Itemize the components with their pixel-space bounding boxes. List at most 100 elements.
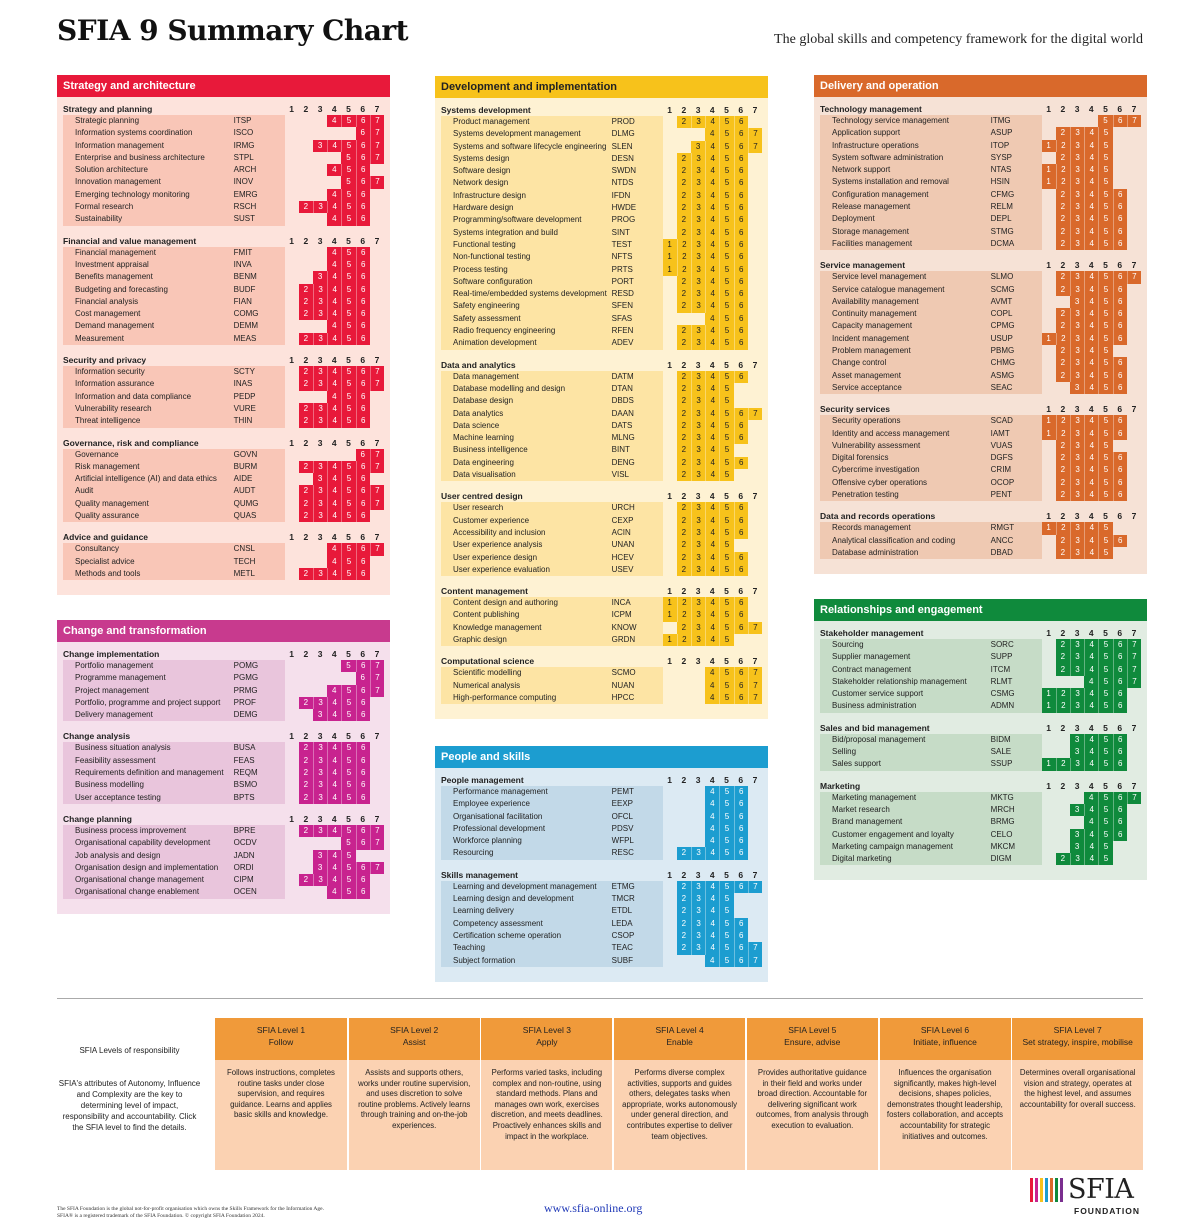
level-cell-5[interactable]: 5 bbox=[341, 767, 356, 780]
level-cell-5[interactable]: 5 bbox=[1098, 225, 1113, 238]
level-cell-3[interactable]: 3 bbox=[312, 402, 328, 416]
level-card-header[interactable]: SFIA Level 2 Assist bbox=[348, 1018, 480, 1060]
level-cell-4[interactable]: 4 bbox=[327, 684, 342, 697]
level-cell-5[interactable]: 5 bbox=[719, 456, 734, 470]
level-cell-5[interactable]: 5 bbox=[1098, 271, 1113, 284]
level-cell-4[interactable]: 4 bbox=[327, 332, 342, 346]
level-cell-4[interactable]: 4 bbox=[327, 742, 342, 755]
level-cell-7[interactable]: 7 bbox=[1126, 663, 1141, 676]
skill-row-vuas[interactable]: Vulnerability assessment VUAS 2 3 4 5 bbox=[820, 439, 1141, 453]
level-cell-2[interactable]: 2 bbox=[676, 214, 691, 227]
level-cell-2[interactable]: 2 bbox=[676, 621, 691, 634]
skill-row-govn[interactable]: Governance GOVN 6 7 bbox=[63, 448, 385, 461]
level-cell-6[interactable]: 6 bbox=[355, 415, 370, 428]
level-cell-6[interactable]: 6 bbox=[1112, 188, 1127, 202]
skill-row-swdn[interactable]: Software design SWDN 2 3 4 5 6 bbox=[441, 165, 762, 178]
level-cell-4[interactable]: 4 bbox=[705, 202, 720, 215]
level-cell-4[interactable]: 4 bbox=[1084, 188, 1099, 202]
level-cell-3[interactable]: 3 bbox=[1069, 369, 1085, 382]
level-cell-4[interactable]: 4 bbox=[1084, 639, 1099, 652]
skill-row-mktg[interactable]: Marketing management MKTG 4 5 6 7 bbox=[820, 791, 1142, 804]
level-cell-3[interactable]: 3 bbox=[690, 337, 706, 350]
level-cell-5[interactable]: 5 bbox=[1098, 139, 1113, 152]
level-cell-2[interactable]: 2 bbox=[1055, 139, 1070, 152]
level-cell-7[interactable]: 7 bbox=[369, 824, 384, 838]
skill-row-avmt[interactable]: Availability management AVMT 3 4 5 6 bbox=[820, 295, 1141, 309]
level-cell-1[interactable]: 1 bbox=[1041, 332, 1056, 346]
level-cell-2[interactable]: 2 bbox=[676, 942, 691, 955]
level-cell-2[interactable]: 2 bbox=[1055, 452, 1070, 465]
level-cell-5[interactable]: 5 bbox=[719, 621, 734, 634]
level-cell-4[interactable]: 4 bbox=[1084, 476, 1099, 490]
level-cell-4[interactable]: 4 bbox=[1084, 439, 1099, 453]
level-cell-4[interactable]: 4 bbox=[1084, 295, 1099, 309]
level-cell-5[interactable]: 5 bbox=[1098, 151, 1113, 165]
level-cell-5[interactable]: 5 bbox=[719, 300, 734, 313]
level-cell-5[interactable]: 5 bbox=[341, 779, 356, 792]
level-cell-5[interactable]: 5 bbox=[719, 667, 734, 680]
level-cell-4[interactable]: 4 bbox=[327, 567, 342, 581]
level-cell-3[interactable]: 3 bbox=[312, 460, 328, 474]
level-card-5[interactable]: SFIA Level 5 Ensure, advise Provides autho… bbox=[745, 1018, 878, 1170]
level-cell-6[interactable]: 6 bbox=[1112, 675, 1127, 689]
level-cell-4[interactable]: 4 bbox=[1084, 201, 1099, 214]
level-cell-4[interactable]: 4 bbox=[1084, 127, 1099, 140]
skill-row-dbad[interactable]: Database administration DBAD 2 3 4 5 bbox=[820, 546, 1141, 560]
level-cell-5[interactable]: 5 bbox=[719, 691, 734, 705]
level-cell-5[interactable]: 5 bbox=[1098, 320, 1113, 333]
skill-row-ancc[interactable]: Analytical classification and coding ANCC… bbox=[820, 534, 1141, 547]
level-cell-3[interactable]: 3 bbox=[690, 917, 706, 930]
level-cell-3[interactable]: 3 bbox=[312, 742, 328, 755]
skill-row-resd[interactable]: Real-time/embedded systems development RE… bbox=[441, 288, 762, 301]
level-cell-4[interactable]: 4 bbox=[327, 543, 342, 556]
level-cell-5[interactable]: 5 bbox=[341, 115, 356, 128]
level-cell-6[interactable]: 6 bbox=[355, 742, 370, 755]
level-cell-3[interactable]: 3 bbox=[1069, 308, 1085, 321]
skill-row-inas[interactable]: Information assurance INAS 2 3 4 5 6 7 bbox=[63, 378, 384, 391]
level-cell-5[interactable]: 5 bbox=[341, 709, 356, 722]
level-cell-3[interactable]: 3 bbox=[312, 767, 328, 780]
level-cell-3[interactable]: 3 bbox=[690, 165, 706, 178]
level-cell-3[interactable]: 3 bbox=[690, 539, 706, 552]
level-cell-2[interactable]: 2 bbox=[1055, 522, 1070, 535]
level-cell-2[interactable]: 2 bbox=[298, 767, 313, 780]
level-cell-5[interactable]: 5 bbox=[341, 555, 356, 568]
skill-row-ntas[interactable]: Network support NTAS 1 2 3 4 5 bbox=[820, 164, 1141, 177]
skill-row-arch[interactable]: Solution architecture ARCH 4 5 6 bbox=[63, 164, 384, 177]
level-cell-2[interactable]: 2 bbox=[1055, 546, 1070, 560]
level-cell-4[interactable]: 4 bbox=[705, 226, 720, 239]
level-cell-3[interactable]: 3 bbox=[312, 485, 328, 498]
level-cell-5[interactable]: 5 bbox=[341, 861, 356, 875]
level-cell-2[interactable]: 2 bbox=[676, 189, 691, 203]
level-cell-2[interactable]: 2 bbox=[298, 378, 313, 391]
level-cell-6[interactable]: 6 bbox=[355, 332, 370, 346]
level-cell-4[interactable]: 4 bbox=[1084, 534, 1099, 547]
level-cell-2[interactable]: 2 bbox=[1055, 308, 1070, 321]
level-cell-2[interactable]: 2 bbox=[676, 116, 691, 129]
level-cell-6[interactable]: 6 bbox=[355, 402, 370, 416]
level-cell-6[interactable]: 6 bbox=[733, 929, 748, 943]
level-cell-3[interactable]: 3 bbox=[1069, 271, 1085, 284]
level-cell-4[interactable]: 4 bbox=[327, 201, 342, 214]
level-cell-7[interactable]: 7 bbox=[369, 127, 385, 140]
level-cell-4[interactable]: 4 bbox=[705, 419, 720, 433]
level-cell-6[interactable]: 6 bbox=[733, 514, 748, 527]
level-cell-5[interactable]: 5 bbox=[1098, 746, 1113, 759]
level-cell-6[interactable]: 6 bbox=[733, 300, 748, 313]
level-cell-7[interactable]: 7 bbox=[747, 407, 762, 420]
level-cell-3[interactable]: 3 bbox=[312, 497, 328, 511]
level-cell-3[interactable]: 3 bbox=[1069, 534, 1085, 547]
skill-row-benm[interactable]: Benefits management BENM 3 4 5 6 bbox=[63, 271, 384, 284]
level-cell-4[interactable]: 4 bbox=[705, 214, 720, 227]
level-cell-6[interactable]: 6 bbox=[733, 226, 748, 239]
level-cell-1[interactable]: 1 bbox=[662, 238, 677, 252]
level-cell-3[interactable]: 3 bbox=[1069, 427, 1085, 440]
level-cell-5[interactable]: 5 bbox=[1098, 853, 1113, 866]
level-cell-4[interactable]: 4 bbox=[327, 709, 342, 722]
level-cell-6[interactable]: 6 bbox=[355, 886, 370, 899]
level-cell-4[interactable]: 4 bbox=[705, 263, 720, 276]
level-cell-4[interactable]: 4 bbox=[705, 810, 720, 823]
level-cell-3[interactable]: 3 bbox=[312, 473, 328, 486]
level-cell-4[interactable]: 4 bbox=[327, 366, 342, 379]
level-cell-4[interactable]: 4 bbox=[1084, 733, 1099, 747]
